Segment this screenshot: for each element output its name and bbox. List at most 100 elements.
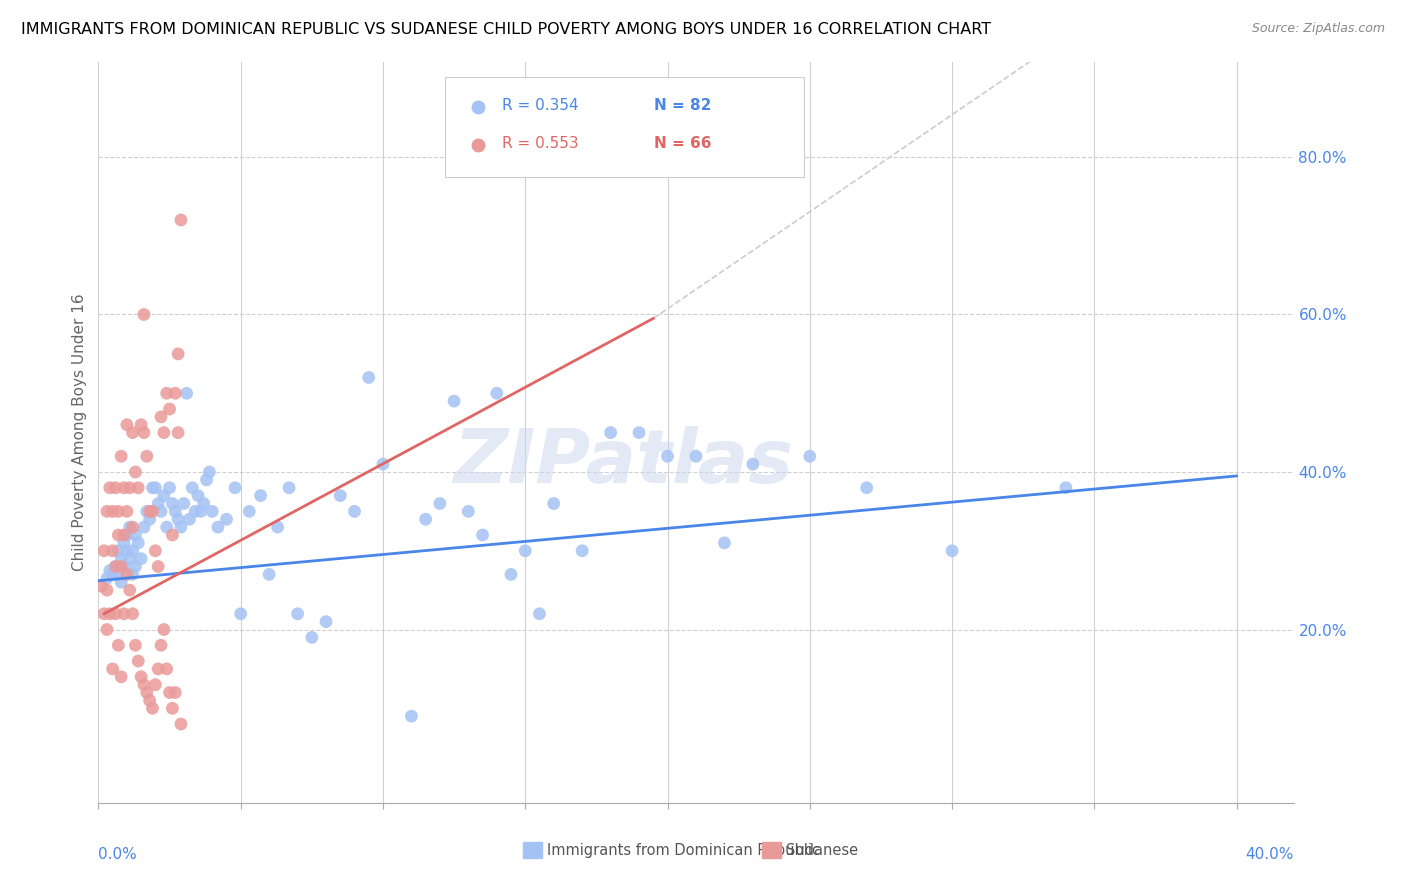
Point	[193, 496, 215, 510]
Point	[357, 370, 380, 384]
Point	[132, 520, 155, 534]
Point	[101, 662, 124, 676]
Point	[941, 543, 963, 558]
Point	[301, 631, 323, 645]
Point	[238, 504, 260, 518]
Point	[118, 520, 141, 534]
Point	[110, 551, 132, 566]
Point	[529, 607, 551, 621]
Point	[153, 623, 176, 637]
Point	[118, 583, 141, 598]
Point	[170, 213, 193, 227]
Point	[112, 607, 135, 621]
Point	[127, 654, 149, 668]
Point	[110, 575, 132, 590]
Point	[110, 559, 132, 574]
Point	[141, 504, 163, 518]
Point	[104, 559, 127, 574]
Point	[315, 615, 337, 629]
Point	[107, 543, 129, 558]
Point	[190, 504, 212, 518]
Point	[741, 457, 763, 471]
Point	[156, 520, 179, 534]
Point	[121, 607, 143, 621]
Point	[201, 504, 224, 518]
Point	[150, 409, 173, 424]
Text: R = 0.354: R = 0.354	[502, 98, 579, 113]
Point	[115, 528, 138, 542]
Point	[515, 543, 537, 558]
Point	[132, 425, 155, 440]
Point	[329, 489, 352, 503]
Text: 40.0%: 40.0%	[1246, 847, 1294, 863]
Point	[457, 504, 479, 518]
Point	[93, 607, 115, 621]
Point	[162, 528, 184, 542]
Point	[181, 481, 204, 495]
Point	[287, 607, 309, 621]
Point	[96, 504, 118, 518]
Point	[143, 481, 166, 495]
Point	[107, 567, 129, 582]
Point	[148, 559, 170, 574]
Point	[104, 607, 127, 621]
Point	[112, 528, 135, 542]
Point	[499, 567, 522, 582]
Text: 0.0%: 0.0%	[98, 847, 138, 863]
Point	[156, 386, 179, 401]
Point	[98, 481, 121, 495]
Point	[571, 543, 593, 558]
Point	[165, 386, 187, 401]
Point	[855, 481, 877, 495]
Point	[127, 536, 149, 550]
Point	[159, 481, 181, 495]
Text: Sudanese: Sudanese	[786, 843, 858, 858]
Point	[110, 449, 132, 463]
Point	[93, 543, 115, 558]
Point	[132, 678, 155, 692]
Point	[187, 489, 209, 503]
FancyBboxPatch shape	[446, 78, 804, 178]
Point	[371, 457, 394, 471]
Point	[104, 559, 127, 574]
Text: ZIPatlas: ZIPatlas	[454, 425, 794, 499]
Point	[150, 638, 173, 652]
Point	[129, 417, 152, 432]
Point	[543, 496, 565, 510]
Point	[471, 528, 494, 542]
Point	[150, 504, 173, 518]
Point	[148, 496, 170, 510]
Point	[162, 701, 184, 715]
Point	[118, 551, 141, 566]
Point	[162, 496, 184, 510]
Point	[135, 449, 157, 463]
Point	[101, 543, 124, 558]
Point	[443, 394, 465, 409]
Point	[104, 481, 127, 495]
Point	[107, 638, 129, 652]
Point	[121, 520, 143, 534]
Y-axis label: Child Poverty Among Boys Under 16: Child Poverty Among Boys Under 16	[72, 293, 87, 572]
Point	[343, 504, 366, 518]
Point	[107, 504, 129, 518]
Point	[124, 465, 146, 479]
Point	[278, 481, 301, 495]
Text: IMMIGRANTS FROM DOMINICAN REPUBLIC VS SUDANESE CHILD POVERTY AMONG BOYS UNDER 16: IMMIGRANTS FROM DOMINICAN REPUBLIC VS SU…	[21, 22, 991, 37]
Point	[112, 559, 135, 574]
Point	[121, 567, 143, 582]
Point	[98, 564, 121, 578]
Point	[167, 512, 190, 526]
Point	[179, 512, 201, 526]
Point	[485, 386, 508, 401]
Point	[224, 481, 246, 495]
Point	[124, 559, 146, 574]
Point	[599, 425, 621, 440]
Point	[167, 347, 190, 361]
Point	[141, 481, 163, 495]
Point	[135, 504, 157, 518]
Point	[121, 543, 143, 558]
Point	[112, 481, 135, 495]
Point	[657, 449, 679, 463]
Point	[156, 662, 179, 676]
Point	[138, 504, 160, 518]
